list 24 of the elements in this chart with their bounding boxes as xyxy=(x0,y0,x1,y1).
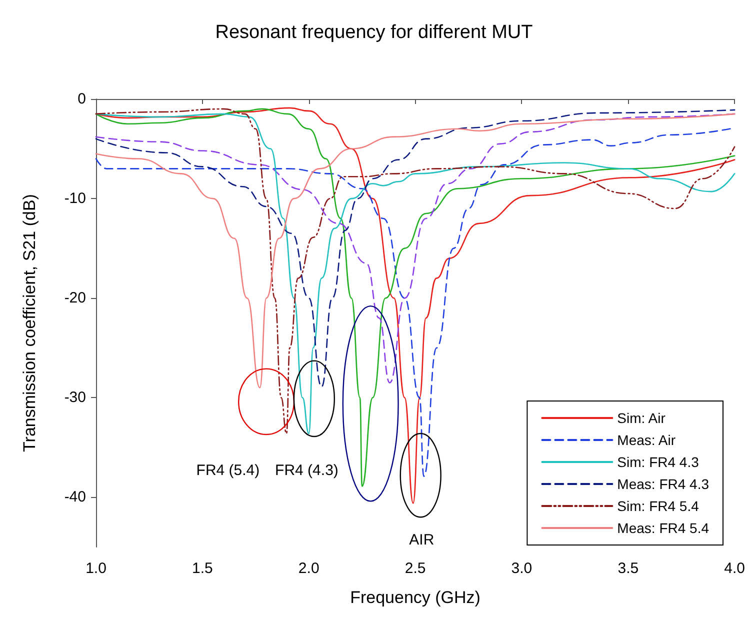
annotation: FR4 (5.4) xyxy=(196,462,260,479)
legend-label: Sim: FR4 4.3 xyxy=(617,454,700,470)
y-tick-label: -30 xyxy=(64,389,86,406)
x-tick-label: 3.0 xyxy=(511,560,532,577)
legend-label: Meas: Air xyxy=(617,432,676,448)
legend-label: Meas: FR4 5.4 xyxy=(617,520,710,536)
x-tick-label: 4.0 xyxy=(724,560,746,577)
legend-label: Meas: FR4 4.3 xyxy=(617,476,710,492)
x-tick-label: 3.5 xyxy=(618,560,639,577)
y-axis-title: Transmission coefficient, S21 (dB) xyxy=(20,194,39,452)
legend-label: Sim: Air xyxy=(617,410,666,426)
x-tick-label: 1.0 xyxy=(86,560,106,577)
x-tick-label: 2.0 xyxy=(298,560,320,577)
y-tick-label: -40 xyxy=(64,488,86,506)
legend-label: Sim: FR4 5.4 xyxy=(617,498,700,514)
x-axis-title: Frequency (GHz) xyxy=(350,588,480,607)
x-tick-label: 1.5 xyxy=(192,560,213,577)
annotation: FR4 (4.3) xyxy=(275,462,338,479)
x-tick-label: 2.5 xyxy=(404,560,426,577)
y-tick-label: 0 xyxy=(78,90,86,108)
chart-title: Resonant frequency for different MUT xyxy=(215,22,534,43)
y-tick-label: -20 xyxy=(64,290,86,307)
annotation: AIR xyxy=(409,532,434,549)
y-tick-label: -10 xyxy=(64,190,86,208)
